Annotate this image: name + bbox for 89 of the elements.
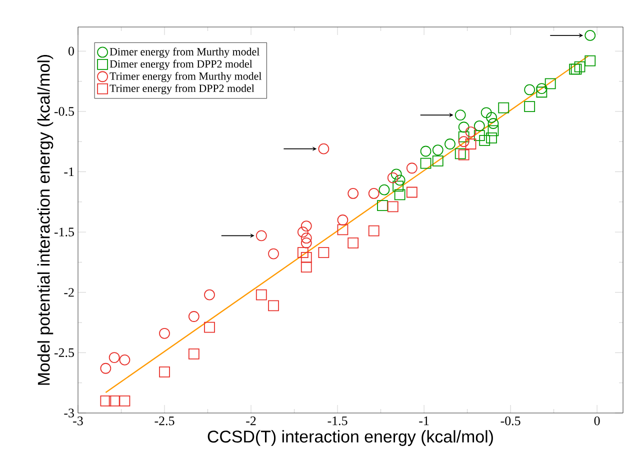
point bbox=[318, 247, 330, 258]
legend-label: Dimer energy from DPP2 model bbox=[110, 60, 252, 70]
point bbox=[394, 189, 406, 200]
point bbox=[159, 366, 170, 378]
point bbox=[458, 149, 470, 160]
point bbox=[188, 311, 200, 322]
x-tick-label: -2.5 bbox=[154, 416, 174, 426]
point bbox=[486, 112, 497, 123]
point bbox=[474, 130, 485, 142]
y-tick-label: 0 bbox=[68, 46, 74, 56]
y-tick-label: -2 bbox=[64, 288, 74, 297]
point bbox=[348, 237, 359, 248]
point bbox=[204, 322, 215, 333]
point bbox=[432, 155, 444, 166]
point bbox=[406, 162, 418, 174]
y-tick-label: -0.5 bbox=[54, 107, 74, 116]
x-tick-label: -0.5 bbox=[500, 416, 520, 426]
point bbox=[387, 172, 398, 184]
point bbox=[454, 110, 466, 121]
point bbox=[337, 224, 348, 236]
point bbox=[300, 237, 312, 248]
point bbox=[390, 168, 402, 180]
y-tick-label: -3 bbox=[64, 408, 74, 418]
point bbox=[574, 61, 586, 72]
x-tick-label: -3 bbox=[73, 416, 83, 426]
point bbox=[300, 252, 312, 263]
point bbox=[268, 248, 279, 260]
point bbox=[337, 214, 348, 226]
x-tick-label: -1.5 bbox=[328, 416, 348, 426]
point bbox=[268, 300, 279, 312]
point bbox=[488, 118, 499, 129]
point bbox=[100, 395, 112, 406]
point bbox=[420, 158, 432, 169]
point bbox=[474, 120, 485, 132]
point bbox=[100, 362, 112, 374]
y-axis-title: Model potential interaction energy (kcal/mol) bbox=[37, 54, 54, 385]
point bbox=[488, 125, 499, 136]
point bbox=[378, 184, 390, 196]
point bbox=[368, 225, 380, 236]
point bbox=[465, 138, 476, 150]
point bbox=[465, 126, 476, 138]
point bbox=[119, 395, 130, 406]
point bbox=[420, 146, 432, 157]
point bbox=[524, 101, 536, 112]
point bbox=[300, 232, 312, 244]
point bbox=[458, 136, 470, 148]
point bbox=[432, 144, 444, 156]
point bbox=[297, 226, 308, 238]
point bbox=[377, 200, 388, 211]
legend-label: Trimer energy from DPP2 model bbox=[110, 84, 254, 94]
point bbox=[297, 247, 308, 258]
point bbox=[204, 289, 215, 300]
point bbox=[300, 220, 312, 232]
x-axis-title: CCSD(T) interaction energy (kcal/mol) bbox=[208, 430, 493, 446]
y-tick-label: -1 bbox=[64, 167, 74, 176]
point bbox=[498, 102, 510, 114]
point bbox=[406, 186, 418, 198]
point bbox=[256, 230, 267, 242]
point bbox=[486, 132, 497, 144]
point bbox=[256, 289, 267, 300]
point bbox=[536, 86, 548, 98]
point bbox=[108, 395, 120, 406]
x-tick-label: 0 bbox=[594, 416, 600, 426]
point bbox=[480, 107, 492, 118]
point bbox=[458, 122, 470, 133]
point bbox=[368, 188, 380, 199]
point bbox=[300, 262, 312, 272]
point bbox=[479, 134, 490, 146]
point bbox=[454, 148, 466, 160]
point bbox=[458, 131, 470, 142]
y-tick-label: -2.5 bbox=[54, 348, 74, 358]
point bbox=[392, 180, 404, 192]
point bbox=[159, 328, 170, 339]
point bbox=[444, 138, 456, 150]
y-tick-label: -1.5 bbox=[54, 228, 74, 236]
x-tick-label: -2 bbox=[246, 416, 256, 426]
point bbox=[584, 55, 596, 66]
point bbox=[119, 354, 130, 366]
point bbox=[348, 188, 359, 199]
point bbox=[394, 174, 406, 186]
point bbox=[387, 201, 398, 212]
point bbox=[188, 348, 200, 360]
x-tick-label: -1 bbox=[419, 416, 429, 426]
legend-label: Dimer energy from Murthy model bbox=[110, 48, 260, 58]
point bbox=[584, 30, 596, 41]
point bbox=[524, 84, 536, 96]
legend-label: Trimer energy from Murthy model bbox=[110, 72, 262, 82]
point bbox=[318, 143, 330, 154]
point bbox=[108, 352, 120, 363]
